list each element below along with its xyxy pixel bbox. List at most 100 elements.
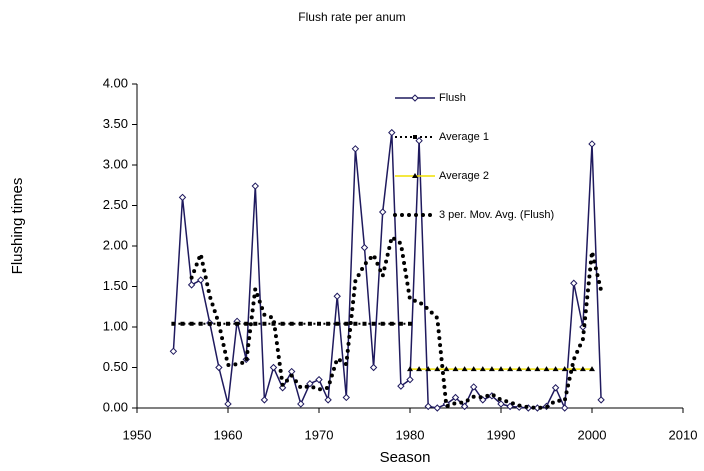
marker bbox=[407, 366, 413, 372]
marker bbox=[551, 384, 560, 392]
marker bbox=[333, 292, 341, 300]
marker bbox=[470, 366, 477, 372]
legend-label: Average 1 bbox=[439, 131, 489, 143]
marker bbox=[269, 363, 278, 372]
marker bbox=[411, 94, 419, 102]
marker bbox=[297, 400, 305, 408]
marker bbox=[560, 404, 569, 412]
y-tick-label: 4.00 bbox=[103, 75, 128, 90]
marker bbox=[388, 128, 396, 137]
marker bbox=[189, 321, 194, 326]
marker bbox=[408, 321, 412, 326]
marker bbox=[424, 402, 432, 411]
marker bbox=[380, 321, 385, 326]
marker bbox=[389, 321, 394, 326]
marker bbox=[469, 383, 478, 391]
marker bbox=[278, 384, 287, 392]
marker bbox=[342, 393, 351, 402]
marker bbox=[378, 208, 387, 216]
marker bbox=[479, 366, 486, 372]
marker bbox=[534, 366, 541, 372]
y-tick-label: 3.50 bbox=[103, 116, 128, 131]
y-tick-label: 2.00 bbox=[103, 237, 128, 252]
marker bbox=[425, 366, 432, 372]
series-line bbox=[189, 233, 604, 411]
marker bbox=[369, 363, 378, 372]
marker bbox=[226, 321, 230, 326]
marker bbox=[412, 173, 418, 178]
marker bbox=[169, 347, 178, 356]
marker bbox=[460, 402, 469, 411]
marker bbox=[351, 145, 360, 153]
marker bbox=[344, 321, 349, 326]
x-tick-label: 2010 bbox=[669, 427, 698, 442]
marker bbox=[579, 366, 586, 372]
y-tick-label: 1.50 bbox=[103, 278, 128, 293]
marker bbox=[443, 366, 450, 372]
legend-label: Flush bbox=[439, 92, 466, 104]
marker bbox=[413, 135, 417, 139]
marker bbox=[207, 321, 212, 326]
y-tick-label: 0.50 bbox=[103, 359, 128, 374]
marker bbox=[187, 281, 196, 289]
marker bbox=[561, 366, 568, 372]
marker bbox=[570, 366, 577, 372]
chart-title: Flush rate per anum bbox=[298, 10, 405, 24]
marker bbox=[570, 279, 578, 287]
y-tick-label: 2.50 bbox=[103, 197, 128, 212]
marker bbox=[326, 321, 331, 326]
marker bbox=[552, 366, 559, 372]
marker bbox=[180, 321, 185, 326]
marker bbox=[360, 243, 369, 252]
y-axis-label: Flushing times bbox=[9, 178, 26, 275]
marker bbox=[335, 321, 340, 326]
marker bbox=[289, 321, 294, 326]
marker bbox=[244, 321, 249, 326]
marker bbox=[433, 404, 442, 412]
marker bbox=[488, 366, 495, 372]
marker bbox=[298, 321, 303, 326]
marker bbox=[362, 321, 367, 326]
marker bbox=[317, 321, 321, 326]
y-tick-label: 0.00 bbox=[103, 399, 128, 414]
marker bbox=[415, 136, 423, 145]
marker bbox=[306, 379, 314, 388]
marker bbox=[497, 400, 505, 408]
x-tick-label: 1950 bbox=[123, 427, 152, 442]
marker bbox=[353, 321, 358, 326]
marker bbox=[198, 321, 203, 326]
y-tick-label: 1.00 bbox=[103, 318, 128, 333]
marker bbox=[516, 366, 523, 372]
marker bbox=[215, 363, 223, 372]
marker bbox=[253, 321, 258, 326]
x-tick-label: 1970 bbox=[305, 427, 334, 442]
legend-label: Average 2 bbox=[439, 170, 489, 182]
marker bbox=[506, 402, 514, 411]
marker bbox=[589, 366, 595, 372]
marker bbox=[507, 366, 514, 372]
marker bbox=[307, 321, 312, 326]
marker bbox=[397, 382, 405, 390]
marker bbox=[452, 366, 459, 372]
marker bbox=[235, 321, 240, 326]
marker bbox=[461, 366, 468, 372]
marker bbox=[262, 321, 267, 326]
marker bbox=[178, 193, 187, 202]
marker bbox=[371, 321, 376, 326]
marker bbox=[525, 366, 532, 372]
marker bbox=[196, 276, 205, 284]
marker bbox=[260, 396, 269, 404]
legend-label: 3 per. Mov. Avg. (Flush) bbox=[439, 209, 554, 221]
x-tick-label: 1960 bbox=[214, 427, 243, 442]
marker bbox=[287, 367, 296, 376]
marker bbox=[597, 396, 605, 404]
x-tick-label: 2000 bbox=[578, 427, 607, 442]
x-axis-label: Season bbox=[380, 449, 431, 466]
marker bbox=[324, 396, 332, 404]
y-tick-label: 3.00 bbox=[103, 156, 128, 171]
marker bbox=[171, 321, 176, 326]
marker bbox=[315, 375, 323, 384]
marker bbox=[434, 366, 441, 372]
marker bbox=[498, 366, 504, 372]
